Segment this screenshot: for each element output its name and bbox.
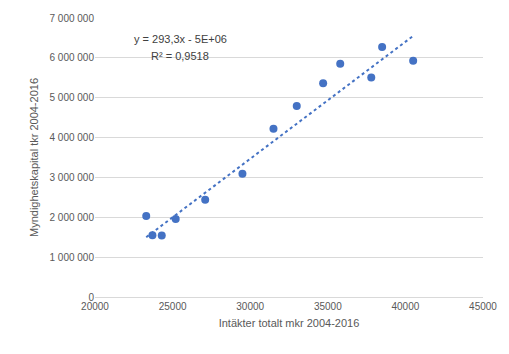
svg-text:40000: 40000 [391, 301, 419, 312]
svg-text:20000: 20000 [81, 301, 109, 312]
svg-text:5 000 000: 5 000 000 [50, 92, 95, 103]
svg-text:2 000 000: 2 000 000 [50, 212, 95, 223]
svg-text:Myndighetskapital tkr 2004-201: Myndighetskapital tkr 2004-2016 [28, 78, 40, 237]
svg-text:4 000 000: 4 000 000 [50, 132, 95, 143]
svg-text:25000: 25000 [159, 301, 187, 312]
svg-text:45000: 45000 [469, 301, 497, 312]
svg-text:30000: 30000 [236, 301, 264, 312]
svg-text:R² = 0,9518: R² = 0,9518 [151, 50, 209, 62]
svg-text:1 000 000: 1 000 000 [50, 252, 95, 263]
svg-text:3 000 000: 3 000 000 [50, 172, 95, 183]
svg-text:6 000 000: 6 000 000 [50, 52, 95, 63]
svg-text:7 000 000: 7 000 000 [50, 13, 95, 24]
svg-text:Intäkter totalt mkr 2004-2016: Intäkter totalt mkr 2004-2016 [219, 317, 360, 329]
svg-text:35000: 35000 [314, 301, 342, 312]
svg-text:y = 293,3x - 5E+06: y = 293,3x - 5E+06 [134, 33, 227, 45]
svg-text:0: 0 [88, 292, 94, 303]
